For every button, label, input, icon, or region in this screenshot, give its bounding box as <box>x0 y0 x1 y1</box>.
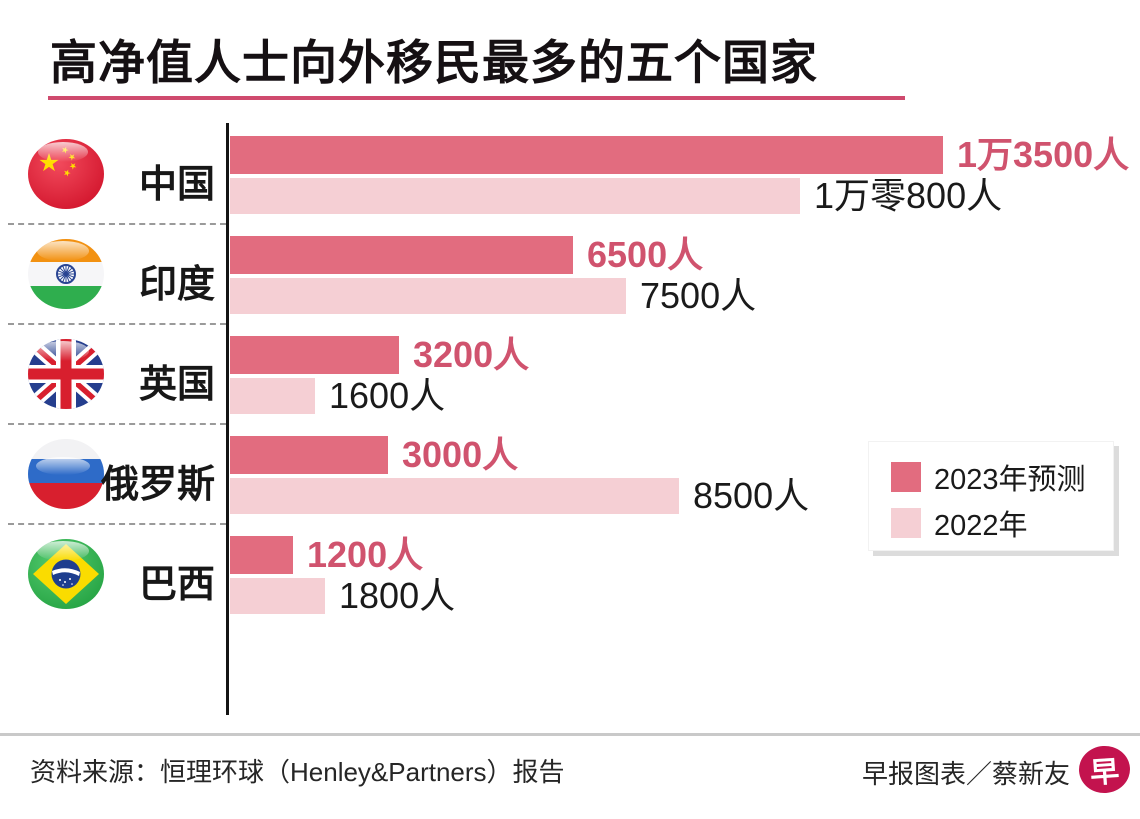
credit-text: 早报图表／蔡新友 <box>861 759 1070 789</box>
country-label-russia: 俄罗斯 <box>100 464 215 506</box>
row-separator <box>8 423 226 425</box>
bar-2022-india <box>230 278 626 314</box>
value-label-2023-russia: 3000人 <box>402 434 519 475</box>
credit-block: 早报图表／蔡新友 早 <box>861 744 1132 795</box>
bar-2023-russia <box>230 436 388 474</box>
logo-glyph: 早 <box>1089 755 1121 790</box>
legend-swatch <box>891 462 921 492</box>
zaobao-logo-icon: 早 <box>1077 744 1132 795</box>
bar-2023-brazil <box>230 536 293 574</box>
country-label-brazil: 巴西 <box>138 564 215 606</box>
value-label-2023-china: 1万3500人 <box>957 134 1130 175</box>
bar-2023-india <box>230 236 573 274</box>
row-separator <box>8 323 226 325</box>
legend-label: 2023年预测 <box>934 464 1086 496</box>
bar-2022-uk <box>230 378 315 414</box>
value-label-2023-brazil: 1200人 <box>307 534 424 575</box>
legend-item-2022: 2022年 <box>891 504 1113 542</box>
footer-divider <box>0 733 1140 736</box>
bar-2022-brazil <box>230 578 325 614</box>
bar-chart: 中国 1万3500人 1万零800人印度 6500人 7500人英国 3200人 1600人… <box>0 123 1140 723</box>
y-axis-line <box>226 123 229 715</box>
bar-2023-uk <box>230 336 399 374</box>
legend-item-2023: 2023年预测 <box>891 458 1113 496</box>
page-title: 高净值人士向外移民最多的五个国家 <box>50 36 818 89</box>
row-separator <box>8 223 226 225</box>
source-note: 资料来源：恒理环球（Henley&Partners）报告 <box>30 757 565 787</box>
country-label-china: 中国 <box>138 164 215 206</box>
bar-2023-china <box>230 136 943 174</box>
value-label-2023-india: 6500人 <box>587 234 704 275</box>
bar-2022-russia <box>230 478 679 514</box>
value-label-2022-india: 7500人 <box>640 275 757 316</box>
title-underline <box>48 96 905 100</box>
legend-label: 2022年 <box>934 510 1028 542</box>
value-label-2022-brazil: 1800人 <box>339 575 456 616</box>
value-label-2022-uk: 1600人 <box>329 375 446 416</box>
value-label-2022-china: 1万零800人 <box>814 175 1003 216</box>
row-separator <box>8 523 226 525</box>
bar-2022-china <box>230 178 800 214</box>
value-label-2022-russia: 8500人 <box>693 475 810 516</box>
country-label-uk: 英国 <box>138 364 215 406</box>
value-label-2023-uk: 3200人 <box>413 334 530 375</box>
legend: 2023年预测 2022年 <box>868 441 1114 551</box>
legend-swatch <box>891 508 921 538</box>
country-label-india: 印度 <box>138 264 215 306</box>
